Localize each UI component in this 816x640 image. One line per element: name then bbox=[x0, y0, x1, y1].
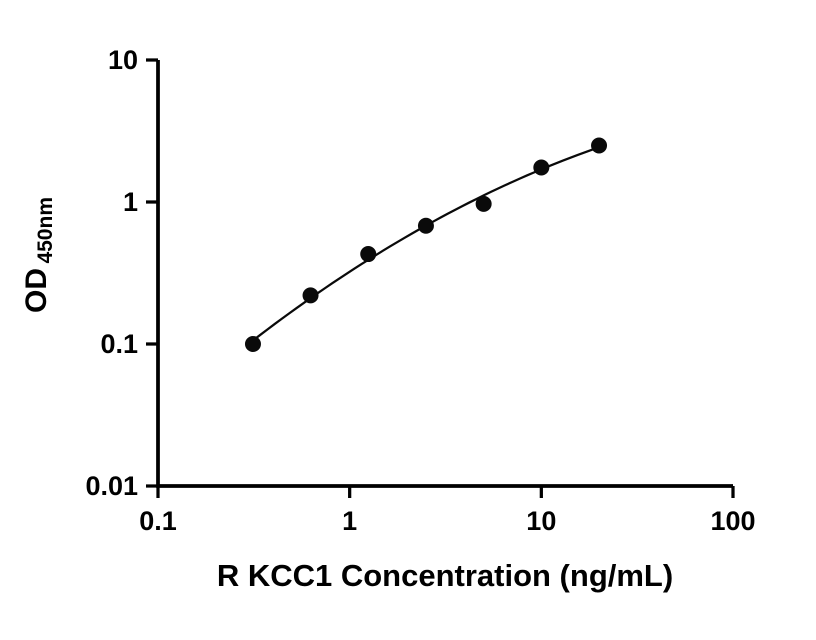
y-axis-title-main: OD bbox=[20, 268, 53, 313]
axis-lines bbox=[156, 60, 733, 488]
data-point bbox=[302, 287, 319, 304]
x-tick-label: 1 bbox=[342, 506, 357, 536]
data-point bbox=[417, 217, 434, 234]
x-tick-label: 0.1 bbox=[139, 506, 177, 536]
axes bbox=[156, 60, 733, 488]
x-tick-label: 100 bbox=[710, 506, 755, 536]
data-point bbox=[591, 137, 608, 154]
y-tick-label: 10 bbox=[108, 45, 138, 75]
y-tick-label: 0.01 bbox=[85, 471, 138, 501]
data-point bbox=[475, 195, 492, 212]
data-point bbox=[360, 246, 377, 263]
data-point bbox=[533, 159, 550, 176]
x-axis-title: R KCC1 Concentration (ng/mL) bbox=[217, 558, 673, 593]
series-standard-curve bbox=[244, 137, 608, 352]
x-tick-label: 10 bbox=[526, 506, 556, 536]
y-tick-label: 1 bbox=[123, 187, 138, 217]
y-tick-label: 0.1 bbox=[100, 329, 138, 359]
y-axis-title-subscript: 450nm bbox=[34, 197, 57, 264]
axis-ticks bbox=[146, 58, 735, 498]
y-axis-title: OD 450nm bbox=[20, 197, 57, 313]
fit-line bbox=[252, 146, 600, 342]
data-point bbox=[244, 336, 261, 352]
